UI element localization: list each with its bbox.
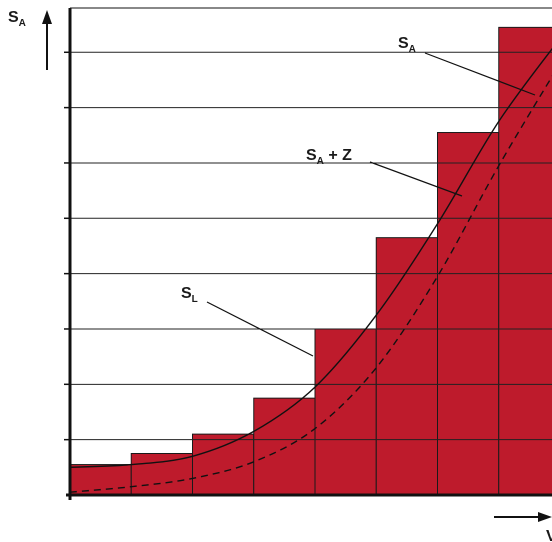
- label-s-a: SA: [398, 35, 416, 55]
- bar-2: [130, 452, 193, 496]
- bar-8: [498, 26, 552, 496]
- axes: [66, 7, 552, 500]
- axis-arrows: [42, 10, 552, 522]
- bar-3: [192, 433, 255, 496]
- leader-s-l: [206, 301, 314, 357]
- y-axis-label: SA: [8, 9, 26, 29]
- curves: [69, 47, 552, 493]
- bar-1: [69, 464, 132, 496]
- x-arrow-head-icon: [538, 512, 552, 522]
- y-axis-label-sub: A: [19, 18, 26, 29]
- label-s-a-z: SA + Z: [306, 147, 352, 167]
- leader-s-a: [424, 52, 536, 96]
- label-s-l: SL: [181, 285, 198, 305]
- label-s-l-main: S: [181, 285, 192, 302]
- bar-6: [375, 237, 438, 496]
- leader-s-a-z: [369, 161, 463, 197]
- label-s-a-z-main: S: [306, 147, 317, 164]
- label-s-a-sub: A: [409, 44, 416, 55]
- label-s-a-z-rest: + Z: [324, 147, 352, 164]
- y-axis-label-main: S: [8, 9, 19, 26]
- x-axis-label: V: [546, 528, 552, 542]
- bar-4: [253, 397, 316, 496]
- curve-s-a: [69, 75, 552, 493]
- label-s-a-z-sub: A: [317, 156, 324, 167]
- y-arrow-head-icon: [42, 10, 52, 24]
- label-s-a-main: S: [398, 35, 409, 52]
- bar-7: [437, 132, 500, 496]
- bars: [69, 26, 552, 496]
- bar-5: [314, 328, 377, 496]
- curve-s-l: [69, 47, 552, 468]
- label-s-l-sub: L: [192, 294, 198, 305]
- labels: SA V SA SA + Z SL: [8, 9, 552, 542]
